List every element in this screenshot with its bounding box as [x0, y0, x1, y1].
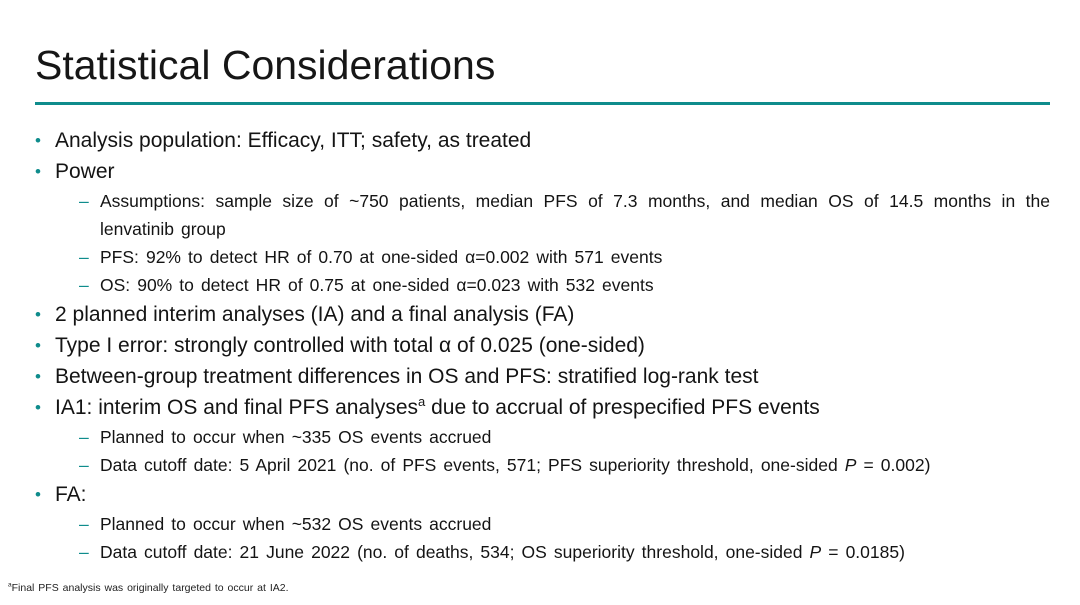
bullet-dot: •	[35, 162, 41, 181]
dash-marker: –	[79, 191, 89, 211]
bullet-text: Data cutoff date: 21 June 2022 (no. of d…	[100, 542, 905, 562]
dash-marker: –	[79, 275, 89, 295]
bullet-dot: •	[35, 131, 41, 150]
bullet-item: • Analysis population: Efficacy, ITT; saf…	[35, 125, 1050, 156]
bullet-item: • Type I error: strongly controlled with …	[35, 330, 1050, 361]
bullet-text: PFS: 92% to detect HR of 0.70 at one-sid…	[100, 247, 663, 267]
bullet-list: • Analysis population: Efficacy, ITT; saf…	[35, 125, 1050, 566]
sub-bullet-item: – Planned to occur when ~335 OS events ac…	[79, 423, 1050, 451]
bullet-item: • Between-group treatment differences in …	[35, 361, 1050, 392]
footnote: aFinal PFS analysis was originally targe…	[8, 582, 289, 594]
sub-bullet-item: – PFS: 92% to detect HR of 0.70 at one-si…	[79, 243, 1050, 271]
sub-bullet-item: – Assumptions: sample size of ~750 patien…	[79, 187, 1050, 243]
dash-marker: –	[79, 542, 89, 562]
bullet-item: • Power	[35, 156, 1050, 187]
bullet-text: Data cutoff date: 5 April 2021 (no. of P…	[100, 455, 931, 475]
bullet-text: Type I error: strongly controlled with t…	[55, 334, 645, 357]
bullet-dot: •	[35, 305, 41, 324]
bullet-dot: •	[35, 398, 41, 417]
bullet-text: Assumptions: sample size of ~750 patient…	[100, 191, 1050, 239]
bullet-text: Analysis population: Efficacy, ITT; safe…	[55, 129, 532, 152]
dash-marker: –	[79, 247, 89, 267]
dash-marker: –	[79, 514, 89, 534]
bullet-dot: •	[35, 336, 41, 355]
footnote-marker: a	[8, 581, 12, 589]
sub-bullet-item: – OS: 90% to detect HR of 0.75 at one-sid…	[79, 271, 1050, 299]
bullet-text: OS: 90% to detect HR of 0.75 at one-side…	[100, 275, 654, 295]
bullet-text: Between-group treatment differences in O…	[55, 365, 759, 388]
sub-bullet-item: – Data cutoff date: 21 June 2022 (no. of …	[79, 538, 1050, 566]
bullet-text: 2 planned interim analyses (IA) and a fi…	[55, 303, 575, 326]
bullet-text: FA:	[55, 483, 87, 506]
page-title: Statistical Considerations	[35, 42, 496, 88]
bullet-text: Planned to occur when ~335 OS events acc…	[100, 427, 492, 447]
slide-content: Statistical Considerations • Analysis pop…	[0, 42, 1080, 566]
bullet-item: • FA:	[35, 479, 1050, 510]
bullet-dot: •	[35, 485, 41, 504]
dash-marker: –	[79, 455, 89, 475]
title-underline	[35, 102, 1050, 105]
bullet-dot: •	[35, 367, 41, 386]
footnote-text: Final PFS analysis was originally target…	[11, 582, 289, 594]
sub-bullet-item: – Data cutoff date: 5 April 2021 (no. of …	[79, 451, 1050, 479]
bullet-text: IA1: interim OS and final PFS analysesa …	[55, 394, 820, 419]
bullet-text: Planned to occur when ~532 OS events acc…	[100, 514, 492, 534]
bullet-item: • 2 planned interim analyses (IA) and a f…	[35, 299, 1050, 330]
sub-bullet-item: – Planned to occur when ~532 OS events ac…	[79, 510, 1050, 538]
dash-marker: –	[79, 427, 89, 447]
bullet-text: Power	[55, 160, 115, 183]
bullet-item: • IA1: interim OS and final PFS analysesa…	[35, 392, 1050, 423]
